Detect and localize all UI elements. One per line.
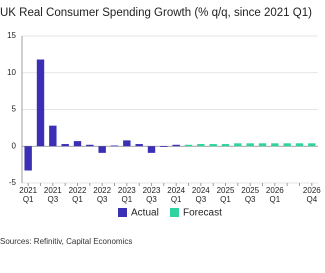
x-tick-label-line: 2026	[266, 186, 284, 195]
x-tick-label-line: 2021	[44, 186, 62, 195]
bar	[197, 144, 205, 147]
x-tick-label: 2022 Q3	[93, 186, 111, 204]
x-tick-label: 2022 Q1	[69, 186, 87, 204]
y-tick-label: 10	[7, 68, 16, 77]
x-tick-label: 2024 Q1	[167, 186, 185, 204]
bar	[98, 146, 106, 153]
legend-swatch	[170, 208, 179, 217]
y-tick-label: -5	[9, 178, 17, 187]
bar	[172, 144, 180, 147]
chart-title: UK Real Consumer Spending Growth (% q/q,…	[0, 7, 312, 19]
x-tick-label-line: 2022	[93, 186, 111, 195]
x-tick-label-line: 2023	[118, 186, 136, 195]
x-tick-label: 2021 Q3	[44, 186, 62, 204]
y-tick-label: 5	[12, 105, 17, 114]
x-tick-label-line: 2025	[241, 186, 259, 195]
x-tick-label-line: Q3	[245, 195, 256, 204]
bar	[110, 145, 119, 147]
x-tick-label: 2025 Q1	[217, 186, 235, 204]
x-tick-label-line: Q3	[47, 195, 58, 204]
x-tick-label-line: 2021	[19, 186, 37, 195]
bar	[160, 146, 168, 147]
x-tick-label-line: Q1	[23, 195, 34, 204]
bar	[61, 144, 69, 147]
bar	[86, 144, 94, 147]
x-tick-label-line: Q1	[171, 195, 182, 204]
bar	[308, 143, 316, 147]
x-tick-label-line: 2024	[167, 186, 185, 195]
bar	[36, 59, 45, 147]
legend-swatch	[118, 208, 127, 217]
bar	[123, 140, 131, 147]
x-tick-label: 2023 Q3	[143, 186, 161, 204]
x-tick-label-line: Q4	[306, 195, 317, 204]
x-tick-label-line: 2026	[303, 186, 321, 195]
x-tick-label-line: Q1	[72, 195, 83, 204]
x-tick-label: 2021 Q1	[19, 186, 37, 204]
bar	[271, 143, 279, 147]
y-tick-label: 0	[12, 141, 17, 150]
x-tick-label-line: 2025	[217, 186, 235, 195]
bar	[295, 143, 304, 147]
x-tick-label-line: Q3	[97, 195, 108, 204]
x-tick-label-line: 2024	[192, 186, 210, 195]
bar	[147, 146, 156, 153]
x-tick-label: 2025 Q3	[241, 186, 259, 204]
x-tick-label-line: 2022	[69, 186, 87, 195]
x-tick-label: 2024 Q3	[192, 186, 210, 204]
bar	[221, 144, 230, 147]
x-tick-label: 2023 Q1	[118, 186, 136, 204]
bar	[184, 144, 193, 147]
x-tick-label-line: Q1	[220, 195, 231, 204]
bar	[246, 143, 254, 147]
bar	[49, 125, 57, 147]
legend-label: Forecast	[183, 208, 222, 219]
x-tick-label-line: 2023	[143, 186, 161, 195]
x-tick-label: 2026 Q1	[266, 186, 284, 204]
bar	[234, 143, 242, 147]
x-tick-label-line: Q3	[146, 195, 157, 204]
bar	[73, 141, 82, 147]
x-tick-label-line: Q1	[121, 195, 132, 204]
x-tick-label: 2026 Q4	[303, 186, 321, 204]
bar	[209, 144, 217, 147]
bar	[135, 144, 143, 147]
bar	[283, 143, 291, 147]
bar	[258, 143, 267, 147]
x-tick-label-line: Q1	[269, 195, 280, 204]
bar	[24, 146, 32, 171]
source-note: Sources: Refinitiv, Capital Economics	[0, 237, 132, 246]
y-tick-label: 15	[7, 31, 16, 40]
legend-label: Actual	[131, 208, 159, 219]
x-tick-label-line: Q3	[195, 195, 206, 204]
